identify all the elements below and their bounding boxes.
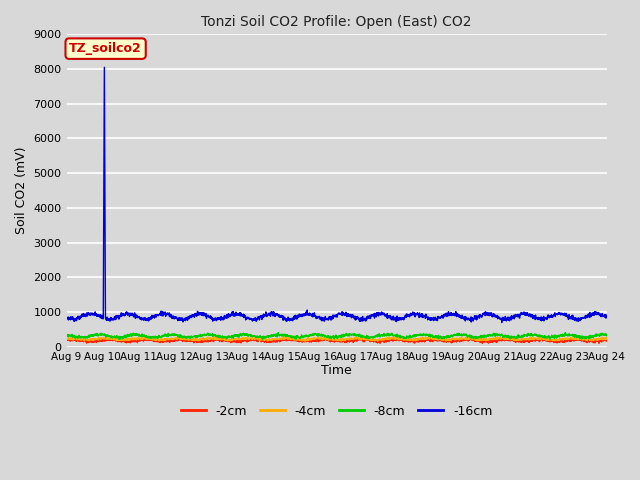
Title: Tonzi Soil CO2 Profile: Open (East) CO2: Tonzi Soil CO2 Profile: Open (East) CO2 (202, 15, 472, 29)
Y-axis label: Soil CO2 (mV): Soil CO2 (mV) (15, 147, 28, 234)
Legend: -2cm, -4cm, -8cm, -16cm: -2cm, -4cm, -8cm, -16cm (176, 400, 497, 423)
Text: TZ_soilco2: TZ_soilco2 (69, 42, 142, 55)
X-axis label: Time: Time (321, 364, 352, 377)
